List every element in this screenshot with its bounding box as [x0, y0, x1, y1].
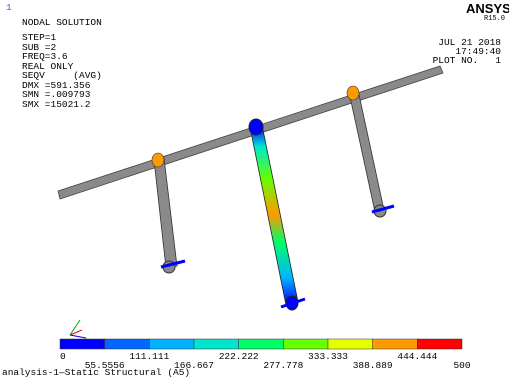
legend-label: 111.111 — [129, 352, 169, 362]
legend-swatch — [149, 339, 194, 349]
legend-swatch — [328, 339, 373, 349]
legend-label: 444.444 — [397, 352, 437, 362]
legend-label: 500 — [453, 361, 470, 371]
link — [249, 119, 305, 310]
legend-swatch — [283, 339, 328, 349]
triad — [70, 320, 86, 338]
plot-number: PLOT NO. 1 — [433, 56, 501, 66]
legend-label: 333.333 — [308, 352, 348, 362]
info-line: SMX =15021.2 — [22, 100, 90, 110]
legend-swatch — [373, 339, 418, 349]
window-number: 1 — [6, 3, 12, 13]
legend-swatch — [239, 339, 284, 349]
legend-label: 222.222 — [219, 352, 259, 362]
version: R15.0 — [484, 15, 505, 23]
beam — [58, 66, 443, 273]
legend-label: 166.667 — [174, 361, 214, 371]
contour-legend — [60, 339, 462, 349]
legend-swatch — [194, 339, 239, 349]
brand: ANSYS — [466, 2, 509, 15]
legend-swatch — [60, 339, 105, 349]
legend-label: 277.778 — [263, 361, 303, 371]
legend-label: 0 — [60, 352, 66, 362]
legend-swatch — [417, 339, 462, 349]
plot-title: NODAL SOLUTION — [22, 18, 102, 28]
legend-label: 55.5556 — [85, 361, 125, 371]
ansys-window: 1 NODAL SOLUTION STEP=1SUB =2FREQ=3.6REA… — [0, 0, 509, 378]
legend-label: 388.889 — [353, 361, 393, 371]
legend-swatch — [105, 339, 150, 349]
